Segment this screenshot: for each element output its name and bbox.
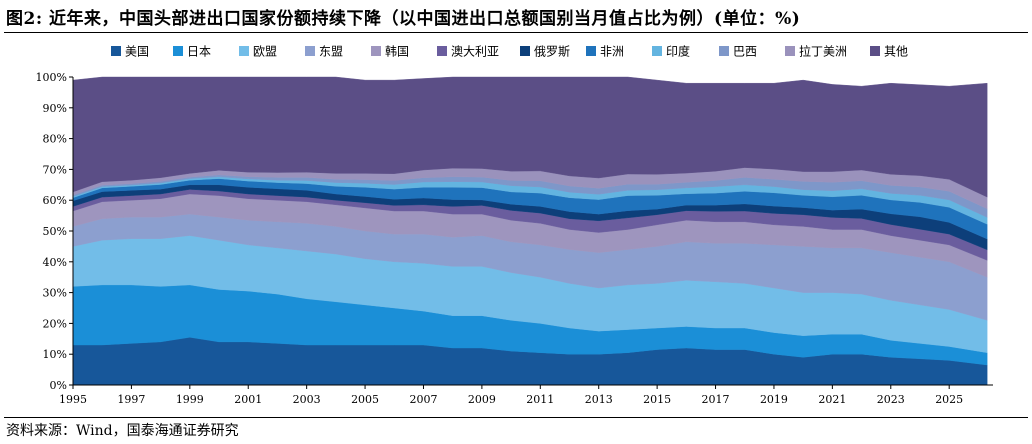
y-tick-label-9: 90% — [43, 102, 67, 115]
legend-label-10: 拉丁美洲 — [799, 44, 847, 59]
y-tick-label-7: 70% — [43, 163, 67, 176]
x-tick-label-1: 1997 — [117, 393, 145, 406]
stacked-area-chart: 美国 日本 欧盟 东盟 韩国 澳大利亚 俄罗斯 非洲 印度 巴西 拉丁美洲 其他 0% 10% 20% 30… — [36, 44, 993, 406]
legend-swatch-9 — [719, 46, 729, 56]
page-title: 图2: 近年来，中国头部进出口国家份额持续下降（以中国进出口总额国别当月值占比为… — [6, 9, 801, 29]
legend-swatch-4 — [371, 46, 381, 56]
chart-legend: 美国 日本 欧盟 东盟 韩国 澳大利亚 俄罗斯 非洲 印度 巴西 拉丁美洲 其他 — [111, 44, 908, 59]
x-tick-label-5: 2005 — [351, 393, 379, 406]
legend-swatch-10 — [785, 46, 795, 56]
legend-swatch-3 — [305, 46, 315, 56]
y-tick-label-3: 30% — [43, 287, 67, 300]
legend-label-7: 非洲 — [600, 45, 624, 59]
legend-label-9: 巴西 — [733, 45, 757, 59]
legend-swatch-5 — [437, 46, 447, 56]
y-tick-label-1: 10% — [43, 348, 67, 361]
title-rule — [4, 32, 1028, 33]
legend-swatch-6 — [520, 46, 530, 56]
x-tick-label-4: 2003 — [293, 393, 321, 406]
x-tick-label-7: 2009 — [468, 393, 496, 406]
legend-swatch-7 — [586, 46, 596, 56]
legend-label-11: 其他 — [884, 45, 908, 59]
x-tick-label-14: 2023 — [877, 393, 905, 406]
x-tick-label-9: 2013 — [585, 393, 613, 406]
y-tick-label-0: 0% — [50, 379, 67, 392]
x-tick-label-0: 1995 — [59, 393, 87, 406]
legend-label-1: 日本 — [187, 45, 211, 59]
x-tick-label-6: 2007 — [409, 393, 437, 406]
y-tick-label-2: 20% — [43, 317, 67, 330]
x-tick-label-15: 2025 — [935, 393, 963, 406]
source-note: 资料来源：Wind，国泰海通证券研究 — [6, 423, 239, 439]
x-tick-label-10: 2015 — [643, 393, 671, 406]
legend-label-8: 印度 — [666, 44, 690, 59]
y-tick-label-5: 50% — [43, 225, 67, 238]
area-layers — [72, 76, 988, 386]
legend-label-2: 欧盟 — [253, 45, 277, 59]
legend-swatch-1 — [173, 46, 183, 56]
y-tick-label-8: 80% — [43, 133, 67, 146]
area-series-11 — [72, 76, 988, 198]
legend-label-4: 韩国 — [385, 44, 409, 59]
x-tick-label-8: 2011 — [526, 393, 554, 406]
x-tick-label-11: 2017 — [702, 393, 730, 406]
source-rule — [4, 417, 1028, 418]
legend-label-6: 俄罗斯 — [534, 45, 570, 59]
x-tick-label-12: 2019 — [760, 393, 788, 406]
y-tick-label-6: 60% — [43, 194, 67, 207]
legend-swatch-8 — [652, 46, 662, 56]
legend-swatch-11 — [870, 46, 880, 56]
legend-label-3: 东盟 — [319, 45, 343, 59]
legend-swatch-2 — [239, 46, 249, 56]
legend-label-5: 澳大利亚 — [451, 45, 499, 59]
legend-label-0: 美国 — [125, 45, 149, 59]
chart-axes: 0% 10% 20% 30% 40% 50% 60% 70% 80% 90% 100% 1995 199… — [36, 71, 993, 406]
x-tick-label-3: 2001 — [234, 393, 262, 406]
x-tick-label-13: 2021 — [818, 393, 846, 406]
x-tick-label-2: 1999 — [176, 393, 204, 406]
legend-swatch-0 — [111, 46, 121, 56]
y-tick-label-10: 100% — [36, 71, 67, 84]
y-tick-label-4: 40% — [43, 256, 67, 269]
